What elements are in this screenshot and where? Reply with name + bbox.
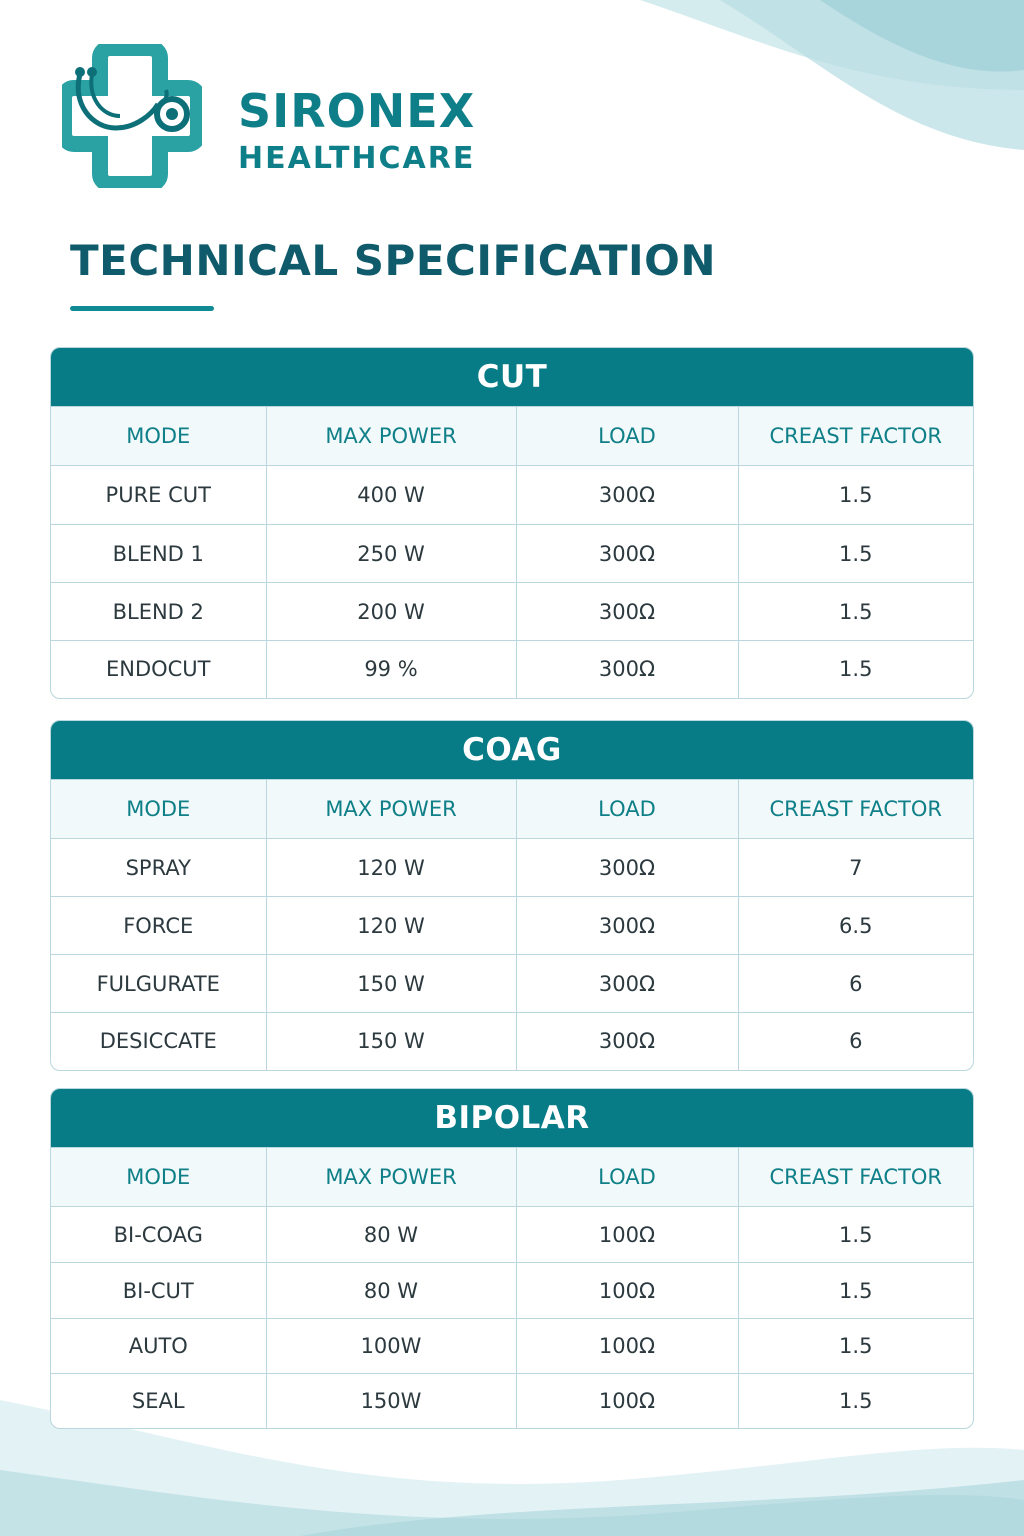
column-header-load: LOAD	[516, 1147, 739, 1207]
table-row: ENDOCUT 99 % 300Ω 1.5	[51, 640, 973, 698]
cell-crest-factor: 1.5	[738, 465, 973, 525]
cell-mode: BLEND 1	[51, 524, 267, 583]
table-row: BLEND 2 200 W 300Ω 1.5	[51, 582, 973, 641]
column-header-load: LOAD	[516, 406, 739, 466]
cell-mode: BI-CUT	[51, 1262, 267, 1319]
cell-crest-factor: 1.5	[738, 524, 973, 583]
cell-mode: SEAL	[51, 1373, 267, 1428]
table-row: FULGURATE 150 W 300Ω 6	[51, 954, 973, 1013]
cell-load: 100Ω	[516, 1206, 739, 1263]
brand-name: SIRONEX	[238, 84, 476, 138]
cell-crest-factor: 1.5	[738, 640, 973, 698]
cell-load: 300Ω	[516, 640, 739, 698]
page-title: TECHNICAL SPECIFICATION	[70, 236, 716, 285]
cell-max-power: 99 %	[266, 640, 517, 698]
cell-max-power: 80 W	[266, 1206, 517, 1263]
cell-mode: BI-COAG	[51, 1206, 267, 1263]
cell-max-power: 120 W	[266, 838, 517, 897]
cell-crest-factor: 1.5	[738, 582, 973, 641]
cell-mode: AUTO	[51, 1318, 267, 1374]
coag-spec-table: COAG MODE MAX POWER LOAD CREAST FACTOR S…	[50, 720, 974, 1071]
cell-crest-factor: 1.5	[738, 1262, 973, 1319]
cell-max-power: 250 W	[266, 524, 517, 583]
cell-load: 300Ω	[516, 896, 739, 955]
brand-text: SIRONEX HEALTHCARE	[238, 88, 475, 174]
column-header-crest-factor: CREAST FACTOR	[738, 1147, 973, 1207]
cell-mode: ENDOCUT	[51, 640, 267, 698]
table-row: BI-CUT 80 W 100Ω 1.5	[51, 1262, 973, 1319]
cell-max-power: 150 W	[266, 954, 517, 1013]
cell-max-power: 150 W	[266, 1012, 517, 1070]
cell-load: 300Ω	[516, 465, 739, 525]
cell-max-power: 100W	[266, 1318, 517, 1374]
column-header-max-power: MAX POWER	[266, 406, 517, 466]
column-header-max-power: MAX POWER	[266, 779, 517, 839]
cell-crest-factor: 1.5	[738, 1206, 973, 1263]
cell-max-power: 200 W	[266, 582, 517, 641]
cell-load: 100Ω	[516, 1373, 739, 1428]
table-row: BI-COAG 80 W 100Ω 1.5	[51, 1206, 973, 1263]
cell-mode: DESICCATE	[51, 1012, 267, 1070]
cut-spec-table: CUT MODE MAX POWER LOAD CREAST FACTOR PU…	[50, 347, 974, 699]
section-title: COAG	[51, 721, 973, 779]
cell-mode: PURE CUT	[51, 465, 267, 525]
cell-load: 100Ω	[516, 1318, 739, 1374]
bipolar-spec-table: BIPOLAR MODE MAX POWER LOAD CREAST FACTO…	[50, 1088, 974, 1429]
table-row: DESICCATE 150 W 300Ω 6	[51, 1012, 973, 1070]
table-header-row: MODE MAX POWER LOAD CREAST FACTOR	[51, 406, 973, 466]
column-header-crest-factor: CREAST FACTOR	[738, 406, 973, 466]
table-header-row: MODE MAX POWER LOAD CREAST FACTOR	[51, 1147, 973, 1207]
brand-logo	[62, 44, 202, 188]
table-row: SEAL 150W 100Ω 1.5	[51, 1373, 973, 1428]
cell-crest-factor: 1.5	[738, 1373, 973, 1428]
table-row: SPRAY 120 W 300Ω 7	[51, 838, 973, 897]
cell-max-power: 150W	[266, 1373, 517, 1428]
column-header-crest-factor: CREAST FACTOR	[738, 779, 973, 839]
column-header-mode: MODE	[51, 406, 267, 466]
cell-max-power: 120 W	[266, 896, 517, 955]
cell-max-power: 400 W	[266, 465, 517, 525]
table-row: FORCE 120 W 300Ω 6.5	[51, 896, 973, 955]
cell-load: 300Ω	[516, 524, 739, 583]
cell-load: 300Ω	[516, 954, 739, 1013]
cell-crest-factor: 6	[738, 954, 973, 1013]
cell-crest-factor: 6	[738, 1012, 973, 1070]
section-title: BIPOLAR	[51, 1089, 973, 1147]
title-underline	[70, 306, 214, 311]
table-row: AUTO 100W 100Ω 1.5	[51, 1318, 973, 1374]
cell-mode: BLEND 2	[51, 582, 267, 641]
cell-crest-factor: 7	[738, 838, 973, 897]
cell-mode: FORCE	[51, 896, 267, 955]
table-row: PURE CUT 400 W 300Ω 1.5	[51, 465, 973, 525]
cell-crest-factor: 1.5	[738, 1318, 973, 1374]
cell-load: 100Ω	[516, 1262, 739, 1319]
cell-mode: SPRAY	[51, 838, 267, 897]
column-header-load: LOAD	[516, 779, 739, 839]
cell-load: 300Ω	[516, 1012, 739, 1070]
medical-cross-stethoscope-icon	[62, 44, 202, 188]
cell-mode: FULGURATE	[51, 954, 267, 1013]
brand-subtitle: HEALTHCARE	[238, 141, 476, 176]
cell-load: 300Ω	[516, 582, 739, 641]
cell-max-power: 80 W	[266, 1262, 517, 1319]
cell-crest-factor: 6.5	[738, 896, 973, 955]
column-header-max-power: MAX POWER	[266, 1147, 517, 1207]
section-title: CUT	[51, 348, 973, 406]
table-header-row: MODE MAX POWER LOAD CREAST FACTOR	[51, 779, 973, 839]
column-header-mode: MODE	[51, 779, 267, 839]
table-row: BLEND 1 250 W 300Ω 1.5	[51, 524, 973, 583]
column-header-mode: MODE	[51, 1147, 267, 1207]
cell-load: 300Ω	[516, 838, 739, 897]
